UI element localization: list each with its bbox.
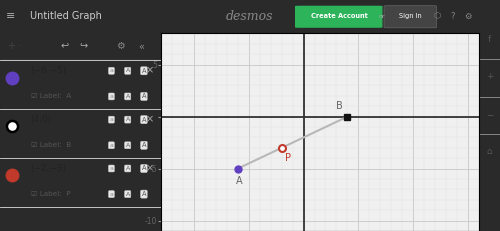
Text: f: f <box>488 35 491 44</box>
Text: a: a <box>110 94 114 99</box>
Text: a: a <box>110 192 114 197</box>
Text: Untitled Graph: Untitled Graph <box>30 11 102 21</box>
Text: A: A <box>126 68 130 73</box>
Text: «: « <box>138 41 144 51</box>
Text: ?: ? <box>450 12 455 21</box>
Text: Create Account: Create Account <box>310 13 368 19</box>
Text: ↩: ↩ <box>60 41 68 51</box>
FancyBboxPatch shape <box>384 6 436 28</box>
Text: P: P <box>285 153 291 163</box>
Text: ☑ Label:  B: ☑ Label: B <box>30 142 71 148</box>
Text: ↪: ↪ <box>80 41 88 51</box>
Text: A: A <box>142 68 146 74</box>
Text: (−6,−5): (−6,−5) <box>30 66 67 75</box>
Text: ⚙: ⚙ <box>464 12 471 21</box>
Text: ⚙: ⚙ <box>116 41 125 51</box>
Text: A: A <box>142 142 146 148</box>
Text: +: + <box>486 73 493 82</box>
Text: a: a <box>110 68 114 73</box>
Text: a: a <box>110 117 114 122</box>
Text: A: A <box>142 165 146 171</box>
Text: B: B <box>336 101 343 111</box>
Text: A: A <box>236 176 242 186</box>
Text: (−2,−3): (−2,−3) <box>30 164 66 173</box>
Text: A: A <box>142 117 146 123</box>
Text: or: or <box>378 14 385 18</box>
Text: ×: × <box>146 114 154 124</box>
Text: (4,0): (4,0) <box>30 115 52 124</box>
Text: ×: × <box>146 65 154 75</box>
Text: A: A <box>126 117 130 122</box>
Text: a: a <box>110 143 114 148</box>
Text: ☑ Label:  P: ☑ Label: P <box>30 191 70 197</box>
Text: A: A <box>142 94 146 100</box>
Text: ⌂: ⌂ <box>486 148 492 156</box>
Text: ⬡: ⬡ <box>434 12 441 21</box>
Text: A: A <box>142 191 146 197</box>
Text: ×: × <box>146 163 154 173</box>
Text: A: A <box>126 143 130 148</box>
Text: ☑ Label:  A: ☑ Label: A <box>30 94 71 100</box>
Text: A: A <box>126 192 130 197</box>
FancyBboxPatch shape <box>295 6 382 28</box>
Text: A: A <box>126 166 130 171</box>
Text: A: A <box>126 94 130 99</box>
Text: + ·: + · <box>8 41 22 51</box>
Text: Sign In: Sign In <box>399 13 422 19</box>
Text: ≡: ≡ <box>6 11 16 21</box>
Text: −: − <box>486 110 493 119</box>
Text: a: a <box>110 166 114 171</box>
Text: desmos: desmos <box>226 9 274 23</box>
